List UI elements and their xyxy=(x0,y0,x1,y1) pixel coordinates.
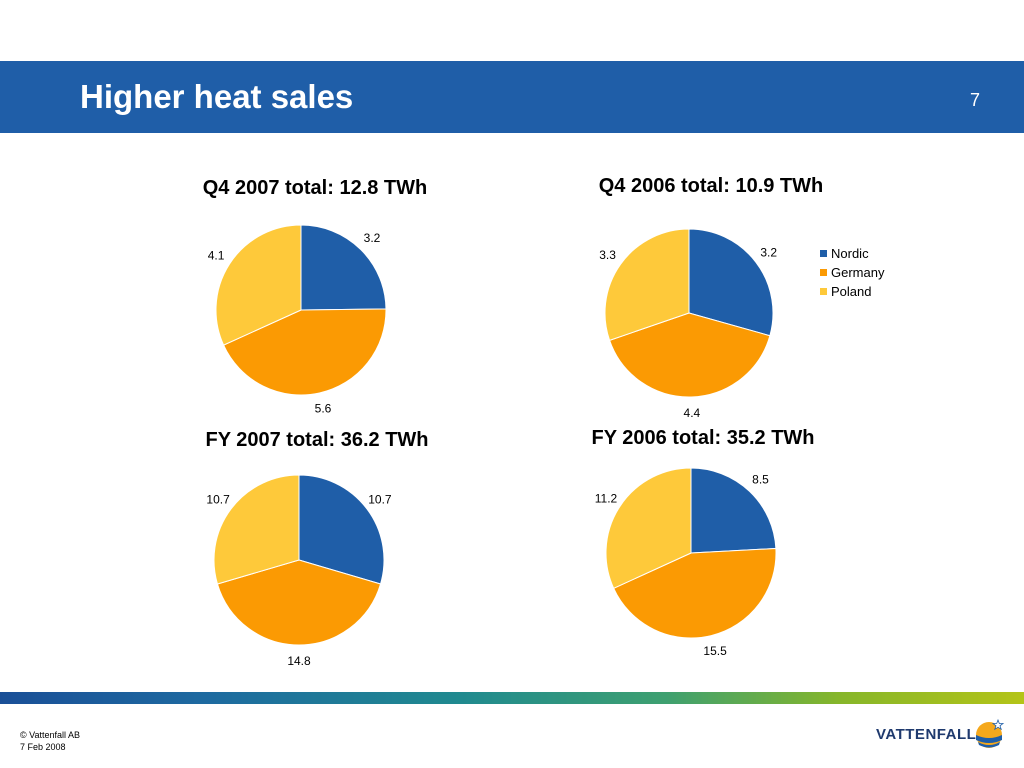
legend-swatch-poland xyxy=(820,288,827,295)
chart-title-q4-2007: Q4 2007 total: 12.8 TWh xyxy=(202,177,428,199)
data-label-fy-2006-germany: 15.5 xyxy=(703,644,727,658)
chart-title-q4-2006: Q4 2006 total: 10.9 TWh xyxy=(598,175,824,197)
legend-item-poland: Poland xyxy=(820,282,884,301)
legend-item-nordic: Nordic xyxy=(820,244,884,263)
data-label-q4-2007-poland: 4.1 xyxy=(208,248,225,262)
data-label-fy-2006-poland: 11.2 xyxy=(595,491,618,505)
pie-slice-fy-2007-germany xyxy=(216,559,382,646)
legend-label-nordic: Nordic xyxy=(831,246,869,261)
chart-title-fy-2007: FY 2007 total: 36.2 TWh xyxy=(205,429,429,451)
pie-charts: 3.2 5.6 4.1 3.2 4.4 3.3 10.7 14.8 10.7 8.5 15.5 11.… xyxy=(206,224,777,668)
pie-slice-q4-2007-poland xyxy=(215,224,302,346)
chart-title-fy-2006: FY 2006 total: 35.2 TWh xyxy=(591,427,815,449)
logo-text: VATTENFALL xyxy=(876,726,977,743)
pie-slice-fy-2007-poland xyxy=(213,474,300,585)
data-label-fy-2007-nordic: 10.7 xyxy=(368,493,392,507)
pie-slice-fy-2006-germany xyxy=(613,547,777,639)
legend-swatch-germany xyxy=(820,269,827,276)
legend-item-germany: Germany xyxy=(820,263,884,282)
data-label-q4-2006-nordic: 3.2 xyxy=(760,246,777,260)
legend-swatch-nordic xyxy=(820,250,827,257)
footer-divider xyxy=(0,692,1024,704)
data-label-q4-2006-poland: 3.3 xyxy=(599,248,616,262)
footer-text: © Vattenfall AB 7 Feb 2008 xyxy=(20,729,80,753)
data-label-q4-2007-germany: 5.6 xyxy=(315,402,332,416)
legend-label-poland: Poland xyxy=(831,284,872,299)
pie-slice-q4-2007-germany xyxy=(222,308,387,396)
pie-slice-q4-2006-poland xyxy=(604,228,690,341)
data-label-fy-2006-nordic: 8.5 xyxy=(752,473,769,487)
footer-date: 7 Feb 2008 xyxy=(20,742,66,752)
data-label-fy-2007-poland: 10.7 xyxy=(206,493,230,507)
pie-slice-q4-2006-germany xyxy=(608,312,771,398)
data-label-fy-2007-germany: 14.8 xyxy=(287,654,311,668)
pie-slice-fy-2006-poland xyxy=(605,467,692,589)
header-bar xyxy=(0,61,1024,133)
slide-title: Higher heat sales xyxy=(80,78,354,115)
data-label-q4-2007-nordic: 3.2 xyxy=(364,231,381,245)
logo-sun-icon xyxy=(976,718,1005,748)
pie-slice-fy-2006-nordic xyxy=(690,467,777,554)
data-label-q4-2006-germany: 4.4 xyxy=(684,406,701,420)
pie-slice-q4-2006-nordic xyxy=(688,228,774,337)
pie-slice-fy-2007-nordic xyxy=(298,474,385,585)
pie-slice-q4-2007-nordic xyxy=(300,224,387,311)
footer-copyright: © Vattenfall AB xyxy=(20,730,80,740)
vattenfall-logo: VATTENFALL xyxy=(876,716,1006,756)
legend: Nordic Germany Poland xyxy=(820,244,884,301)
legend-label-germany: Germany xyxy=(831,265,885,280)
page-number: 7 xyxy=(969,90,980,110)
